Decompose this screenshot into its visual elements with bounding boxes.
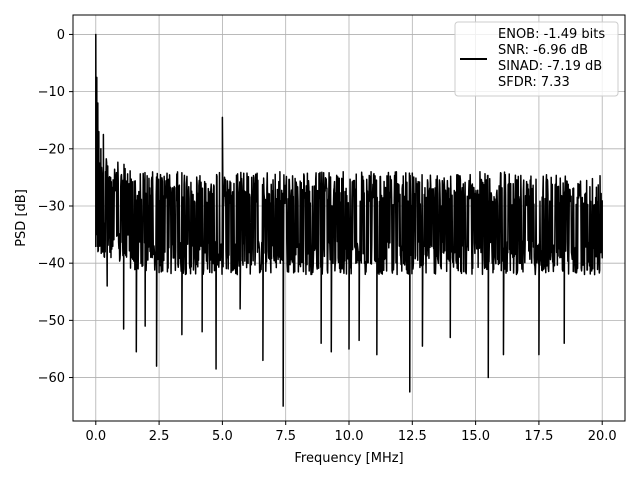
psd-line: [95, 33, 603, 407]
y-tick-label: −40: [38, 257, 65, 272]
y-tick-label: −20: [38, 142, 65, 157]
legend-snr: SNR: -6.96 dB: [498, 43, 588, 58]
y-axis-ticks: 0 −10 −20 −30 −40 −50 −60: [38, 28, 73, 386]
legend-box: [454, 21, 619, 97]
psd-series: [95, 33, 603, 407]
x-tick-label: 12.5: [398, 429, 427, 444]
x-tick-label: 5.0: [212, 429, 233, 444]
y-tick-label: −60: [38, 371, 65, 386]
x-tick-label: 15.0: [461, 429, 490, 444]
y-tick-label: −10: [38, 85, 65, 100]
y-axis-label: PSD [dB]: [14, 189, 29, 247]
x-axis-label: Frequency [MHz]: [294, 451, 403, 466]
x-tick-label: 17.5: [524, 429, 553, 444]
x-axis-ticks: 0.0 2.5 5.0 7.5 10.0 12.5 15.0 17.5 20.0: [85, 421, 617, 444]
legend-sinad: SINAD: -7.19 dB: [498, 59, 602, 74]
x-tick-label: 7.5: [275, 429, 296, 444]
y-tick-label: −30: [38, 199, 65, 214]
legend-sfdr: SFDR: 7.33: [498, 75, 570, 90]
x-tick-label: 10.0: [335, 429, 364, 444]
y-tick-label: −50: [38, 314, 65, 329]
x-tick-label: 0.0: [85, 429, 106, 444]
x-tick-label: 20.0: [588, 429, 617, 444]
x-tick-label: 2.5: [149, 429, 170, 444]
y-tick-label: 0: [57, 28, 65, 43]
legend: ENOB: -1.49 bits SNR: -6.96 dB SINAD: -7…: [454, 21, 619, 97]
legend-enob: ENOB: -1.49 bits: [498, 27, 605, 42]
